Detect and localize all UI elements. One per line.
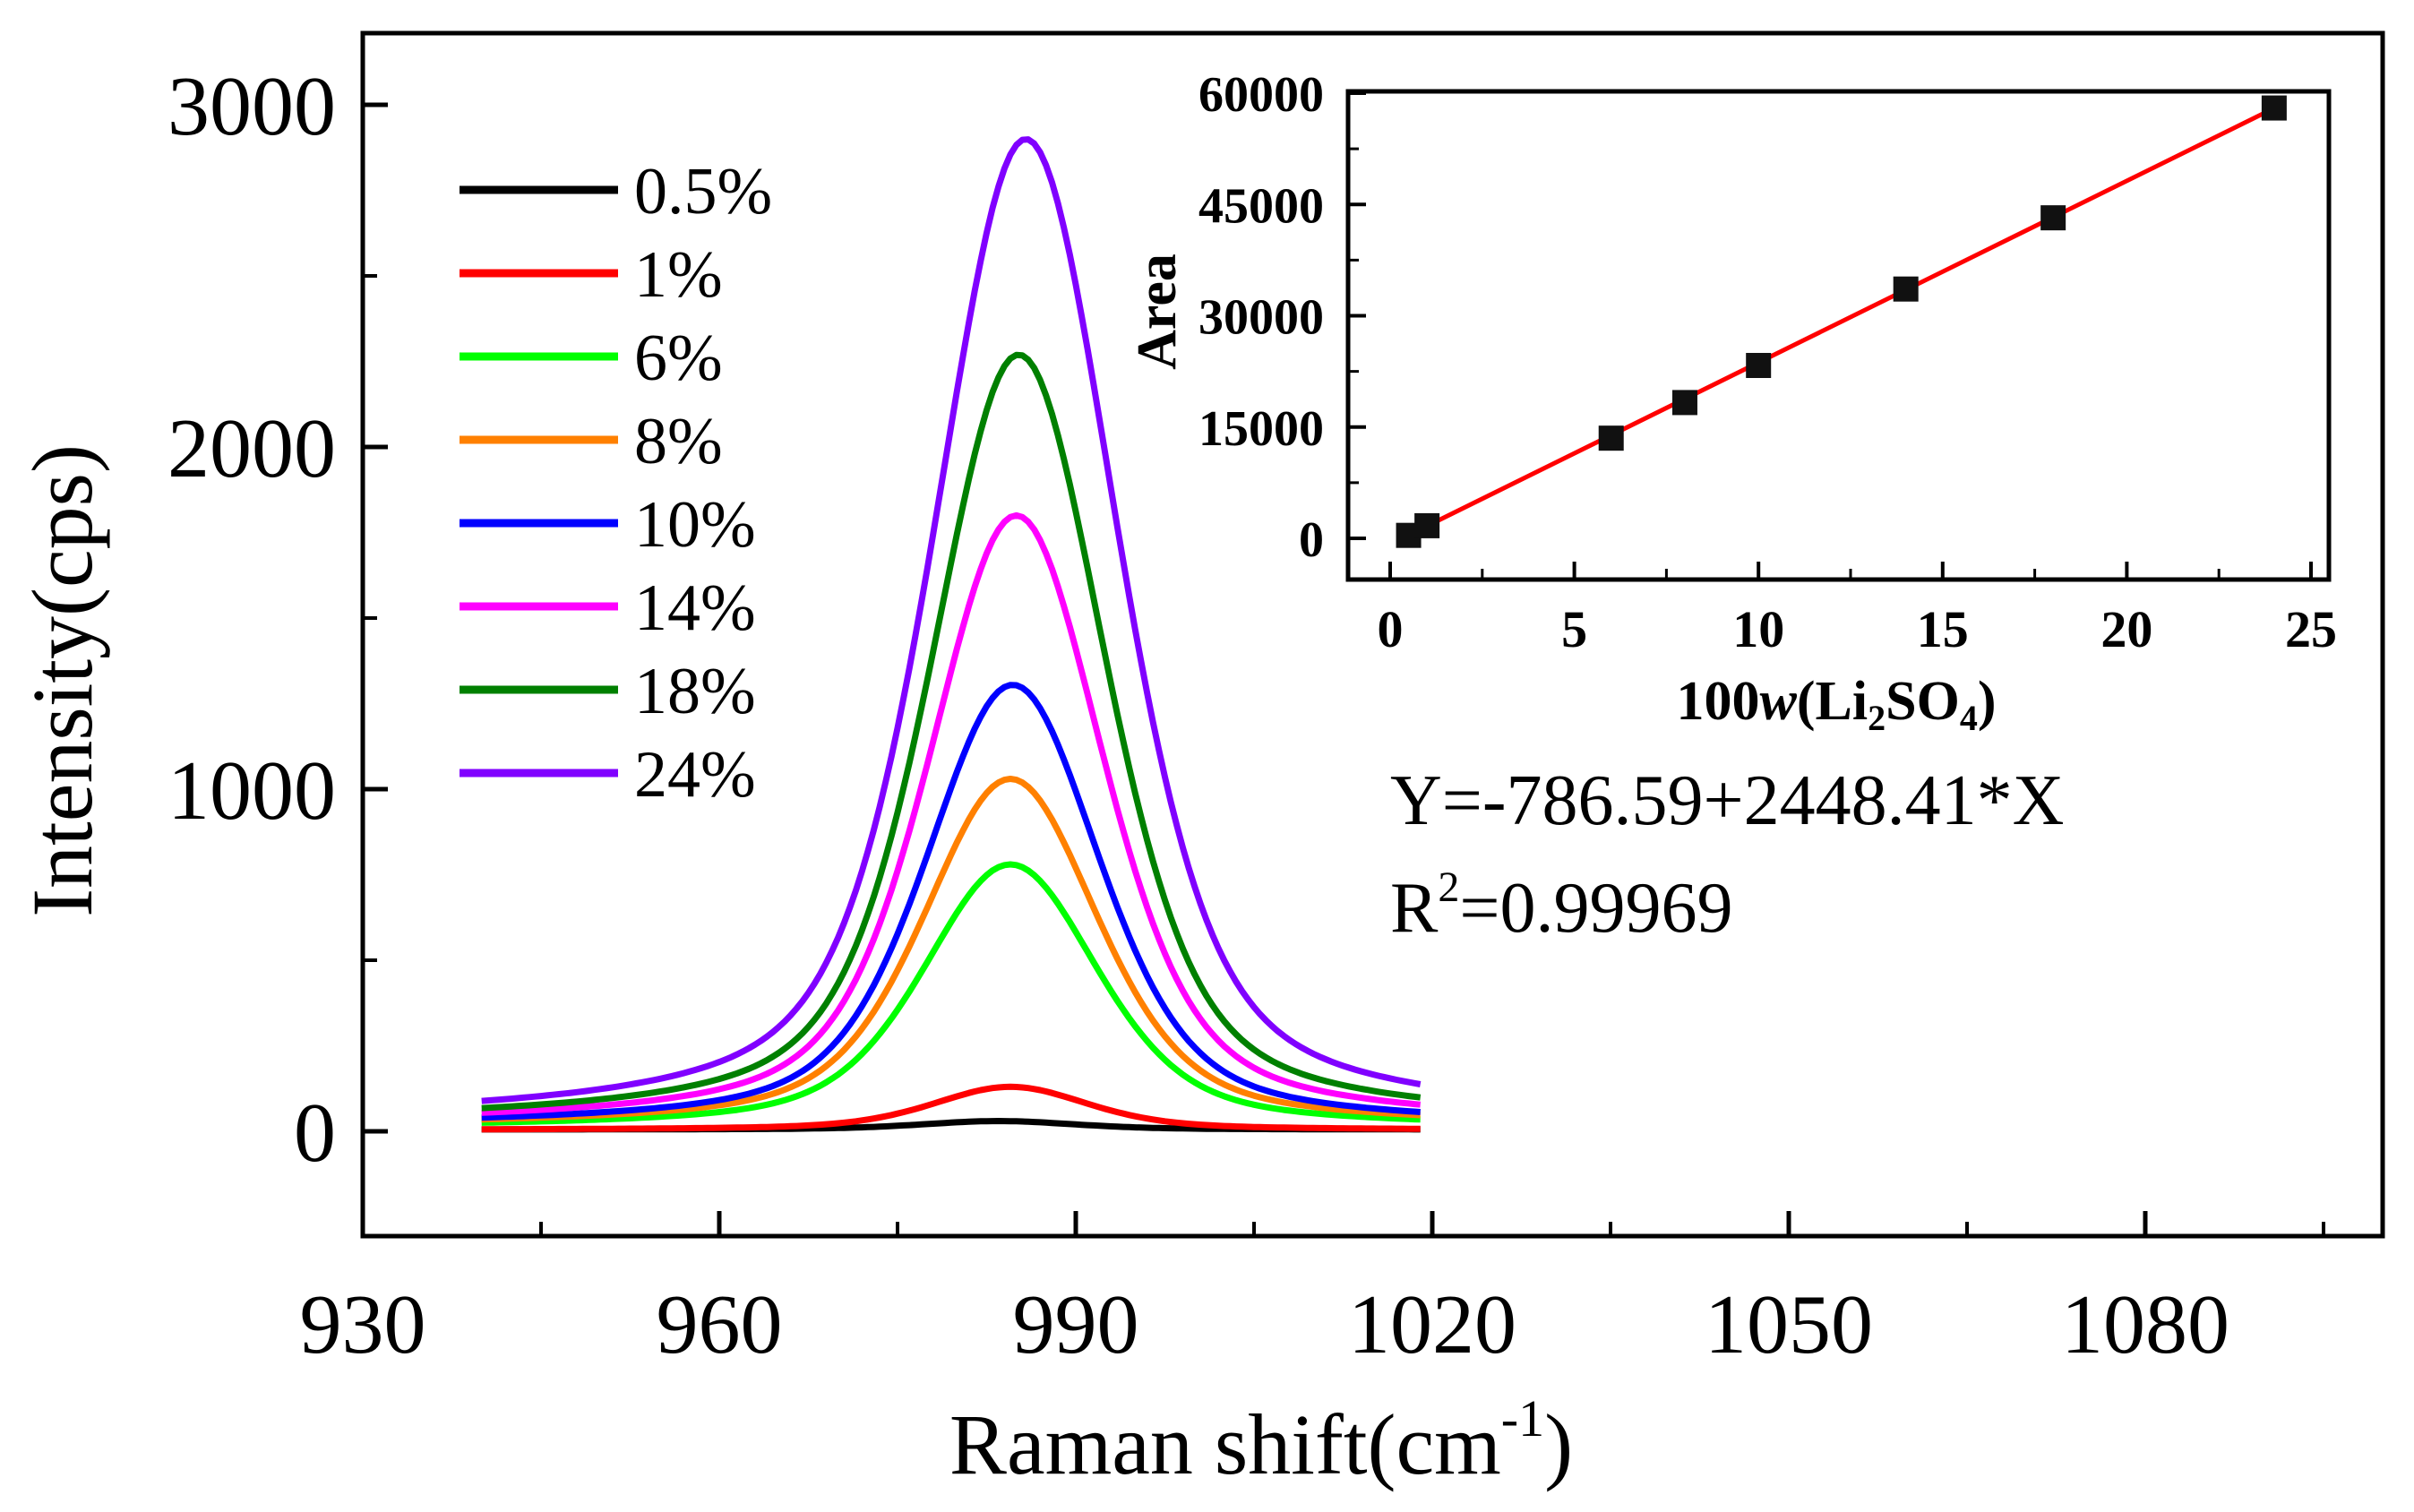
inset-y-axis-label: Area — [1127, 253, 1188, 370]
main-x-tick-label: 1050 — [1705, 1278, 1873, 1371]
inset-data-point — [1598, 425, 1624, 451]
fit-equation: Y=-786.59+2448.41*X — [1390, 761, 2064, 840]
inset-x-label-italic: w — [1760, 671, 1798, 732]
inset-x-label-sub2: 2 — [1868, 698, 1886, 738]
inset-x-tick-label: 0 — [1378, 600, 1404, 658]
inset-data-point — [1893, 276, 1919, 302]
main-y-tick-label: 2000 — [168, 402, 336, 495]
inset-x-tick-label: 10 — [1732, 600, 1784, 658]
legend-label: 0.5% — [634, 155, 772, 228]
main-y-tick-label: 0 — [294, 1087, 336, 1180]
inset-y-tick-label: 30000 — [1198, 290, 1324, 346]
fit-r-squared: R2=0.99969 — [1390, 863, 1732, 948]
inset-x-tick-label: 15 — [1917, 600, 1969, 658]
inset-plot — [1396, 95, 2287, 548]
fit-line — [1407, 102, 2283, 537]
main-x-tick-label: 990 — [1013, 1278, 1139, 1371]
main-x-axis-label-tail: ) — [1544, 1396, 1573, 1492]
inset-data-point — [1414, 512, 1440, 538]
curve-24pct — [481, 136, 1422, 1104]
legend-label: 1% — [634, 238, 723, 312]
inset-y-tick-label: 60000 — [1198, 67, 1324, 123]
legend-label: 24% — [634, 738, 756, 812]
fit-r-sup: 2 — [1438, 863, 1459, 911]
main-y-tick-label: 1000 — [168, 744, 336, 838]
main-curves — [481, 136, 1422, 1133]
fit-r-letter: R — [1390, 869, 1439, 948]
curve-1pct — [481, 1083, 1421, 1133]
curve-10pct — [481, 682, 1421, 1121]
curve-14pct — [481, 511, 1422, 1116]
inset-plot-frame — [1345, 89, 2332, 582]
legend-label: 14% — [634, 571, 756, 645]
main-x-axis-label-sup: -1 — [1501, 1389, 1544, 1448]
inset-x-tick-label: 25 — [2285, 600, 2337, 658]
main-x-axis-label: Raman shift(cm-1) — [949, 1389, 1573, 1492]
legend-label: 6% — [634, 322, 723, 395]
inset-x-label-so: SO — [1886, 671, 1960, 732]
inset-data-point — [1671, 390, 1697, 416]
curve-18pct — [481, 351, 1422, 1112]
inset-data-point — [1746, 352, 1772, 378]
inset-data-point — [2040, 205, 2066, 231]
inset-axis-ticks: 0 5 10 15 20 25 0 15000 30000 45000 60000 — [1198, 67, 2337, 658]
main-x-tick-label: 1020 — [1348, 1278, 1516, 1371]
inset-x-label-close: ) — [1978, 671, 1997, 732]
main-y-axis-label: Intensity(cps) — [14, 444, 110, 917]
legend: 0.5% 1% 6% 8% 10% 14% 18% 24% — [460, 155, 772, 812]
inset-x-tick-label: 5 — [1561, 600, 1587, 658]
curve-6pct — [481, 861, 1421, 1126]
main-x-tick-label: 960 — [657, 1278, 783, 1371]
legend-label: 10% — [634, 488, 756, 562]
inset-x-axis-label: 100w(Li2SO4) — [1677, 671, 1997, 738]
main-y-tick-label: 3000 — [168, 60, 336, 153]
main-x-tick-label: 1080 — [2061, 1278, 2229, 1371]
main-x-tick-label: 930 — [300, 1278, 426, 1371]
inset-data-point — [2261, 95, 2287, 121]
inset-x-label-sub4: 4 — [1960, 698, 1978, 738]
inset-y-tick-label: 15000 — [1198, 401, 1324, 457]
inset-y-tick-label: 45000 — [1198, 178, 1324, 234]
inset-x-label-pre: 100 — [1677, 671, 1760, 732]
curve-8pct — [481, 776, 1421, 1123]
fit-r-value: =0.99969 — [1459, 869, 1732, 948]
inset-x-label-li: (Li — [1797, 671, 1868, 732]
legend-label: 8% — [634, 405, 723, 478]
inset-x-tick-label: 20 — [2100, 600, 2152, 658]
main-x-axis-label-text: Raman shift(cm — [949, 1396, 1501, 1492]
main-plot-frame — [360, 30, 2385, 1239]
inset-y-tick-label: 0 — [1299, 512, 1324, 568]
legend-label: 18% — [634, 655, 756, 728]
